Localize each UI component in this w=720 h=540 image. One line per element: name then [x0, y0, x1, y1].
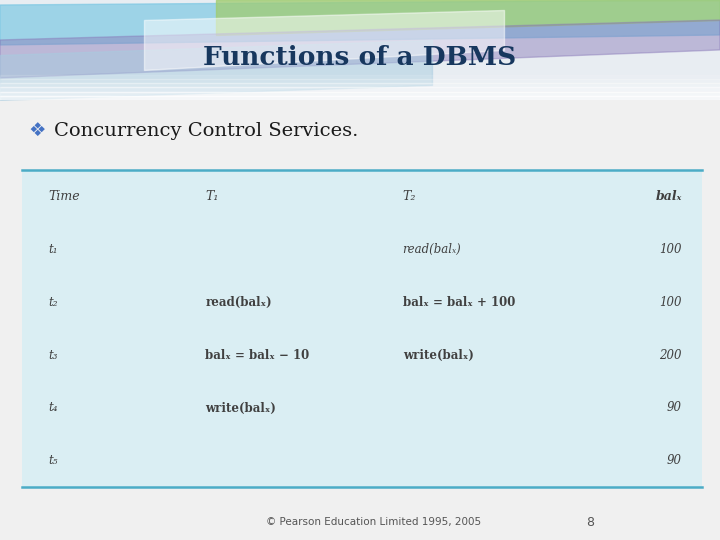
Text: t₅: t₅ — [49, 454, 58, 467]
Text: Concurrency Control Services.: Concurrency Control Services. — [54, 122, 359, 140]
Text: 200: 200 — [659, 349, 682, 362]
Text: Functions of a DBMS: Functions of a DBMS — [203, 45, 517, 70]
Text: 90: 90 — [667, 454, 682, 467]
Text: write(balₓ): write(balₓ) — [402, 349, 474, 362]
Text: 100: 100 — [659, 243, 682, 256]
Text: balₓ: balₓ — [655, 190, 682, 203]
Text: T₁: T₁ — [205, 190, 219, 203]
Text: 8: 8 — [586, 516, 595, 529]
Text: balₓ = balₓ + 100: balₓ = balₓ + 100 — [402, 296, 515, 309]
Text: T₂: T₂ — [402, 190, 416, 203]
Text: t₄: t₄ — [49, 401, 58, 415]
Text: 90: 90 — [667, 401, 682, 415]
Text: © Pearson Education Limited 1995, 2005: © Pearson Education Limited 1995, 2005 — [266, 517, 482, 528]
Text: t₂: t₂ — [49, 296, 58, 309]
Text: write(balₓ): write(balₓ) — [205, 401, 276, 415]
Text: Time: Time — [49, 190, 81, 203]
Text: t₁: t₁ — [49, 243, 58, 256]
Text: read(balₓ): read(balₓ) — [402, 243, 462, 256]
Text: balₓ = balₓ − 10: balₓ = balₓ − 10 — [205, 349, 310, 362]
Text: read(balₓ): read(balₓ) — [205, 296, 272, 309]
FancyBboxPatch shape — [22, 170, 702, 487]
Text: t₃: t₃ — [49, 349, 58, 362]
Text: ❖: ❖ — [29, 121, 46, 140]
Text: 100: 100 — [659, 296, 682, 309]
